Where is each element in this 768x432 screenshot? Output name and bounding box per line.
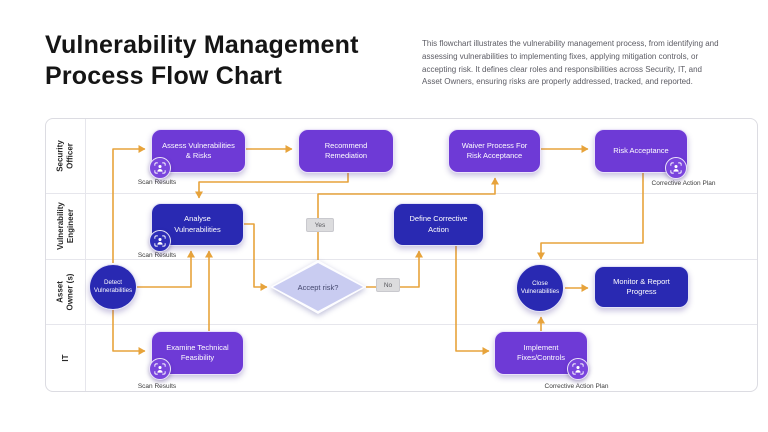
decision-yes-label: Yes <box>306 218 334 232</box>
scan-results-badge-icon <box>149 358 171 380</box>
corrective-action-plan-badge-icon <box>567 358 589 380</box>
decision-fill: Accept risk? <box>273 263 363 311</box>
node-waiver-process: Waiver Process For Risk Acceptance <box>448 129 541 173</box>
annotation-scan-results: Scan Results <box>137 252 177 259</box>
scan-results-badge-icon <box>149 230 171 252</box>
page-title: Vulnerability Management Process Flow Ch… <box>45 30 359 91</box>
scan-results-badge-icon <box>149 157 171 179</box>
node-monitor-report-progress: Monitor & Report Progress <box>594 266 689 308</box>
annotation-corrective-action-plan: Corrective Action Plan <box>651 180 716 187</box>
lane-divider <box>46 259 757 260</box>
page-description: This flowchart illustrates the vulnerabi… <box>422 39 719 87</box>
node-define-corrective-action: Define Corrective Action <box>393 203 484 246</box>
annotation-scan-results: Scan Results <box>137 179 177 186</box>
page-title-line2: Process Flow Chart <box>45 61 282 90</box>
node-recommend-remediation: Recommend Remediation <box>298 129 394 173</box>
connector-lines <box>112 145 644 355</box>
lane-label-divider <box>85 119 86 391</box>
flowchart-canvas: Security Officer Vulnerability Engineer … <box>45 118 758 392</box>
corrective-action-plan-badge-icon <box>665 157 687 179</box>
decision-accept-risk: Accept risk? <box>270 260 366 314</box>
annotation-corrective-action-plan: Corrective Action Plan <box>544 383 609 390</box>
node-detect-vulnerabilities: Detect Vulnerabilities <box>89 264 137 310</box>
page-title-line1: Vulnerability Management <box>45 31 359 59</box>
annotation-scan-results: Scan Results <box>137 383 177 390</box>
lane-divider <box>46 324 757 325</box>
decision-no-label: No <box>376 278 400 292</box>
node-close-vulnerabilities: Close Vulnerabilities <box>516 264 564 312</box>
